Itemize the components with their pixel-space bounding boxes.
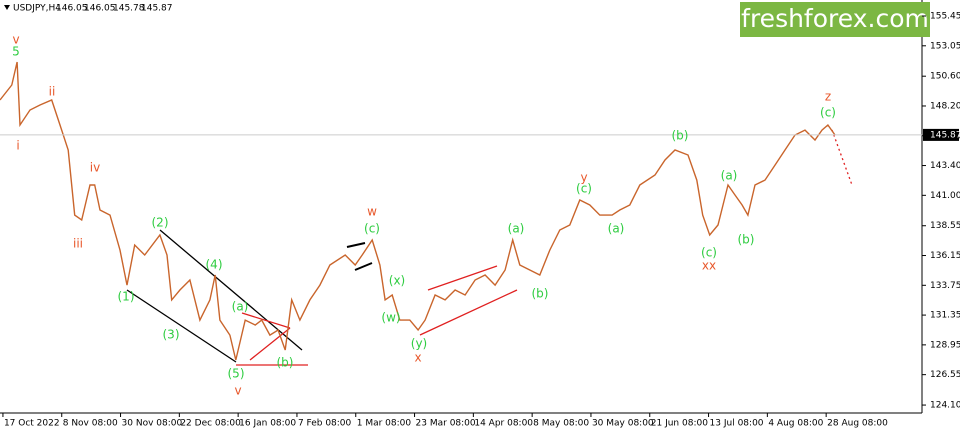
y-tick-label: 126.55: [930, 370, 960, 380]
current-price-box: [923, 128, 959, 141]
wave-label: (b): [672, 129, 689, 143]
y-tick-label: 131.35: [930, 311, 960, 321]
ohlc-value: 146.05: [56, 4, 88, 14]
wave-label: (c): [576, 182, 592, 196]
wave-label: (c): [701, 246, 717, 260]
y-tick-label: 138.55: [930, 221, 960, 231]
current-price-label: 145.87: [930, 130, 960, 140]
channel-line: [427, 265, 498, 291]
wave-label: (c): [364, 222, 380, 236]
y-tick-label: 155.45: [930, 12, 960, 22]
x-tick-label: 30 May 08:00: [592, 419, 654, 429]
x-tick-label: 14 Apr 08:00: [474, 419, 533, 429]
y-tick-label: 136.15: [930, 251, 960, 261]
wave-label: (a): [721, 169, 738, 183]
ohlc-value: 146.05: [84, 4, 116, 14]
x-tick-label: 13 Jul 08:00: [710, 419, 764, 429]
logo: freshforex.com: [741, 4, 929, 33]
x-tick-label: 4 Aug 08:00: [768, 419, 823, 429]
y-tick-label: 141.00: [930, 191, 960, 201]
wave-label: i: [16, 139, 19, 153]
y-tick-label: 153.05: [930, 41, 960, 51]
flag-line: [346, 242, 366, 248]
ohlc-value: 145.87: [141, 4, 173, 14]
wave-label: iii: [73, 237, 83, 251]
wave-label: (3): [163, 328, 180, 342]
wave-label: (y): [411, 337, 427, 351]
wave-label: (x): [389, 274, 405, 288]
x-tick-label: 16 Jan 08:00: [239, 419, 296, 429]
x-tick-label: 30 Nov 08:00: [122, 419, 183, 429]
x-tick-label: 22 Dec 08:00: [180, 419, 241, 429]
x-tick-label: 21 Jun 08:00: [651, 419, 708, 429]
wave-label: (2): [152, 216, 169, 230]
triangle-line: [249, 327, 291, 361]
logo-box: [740, 2, 930, 37]
header-icon: [4, 5, 10, 10]
wave-label: y: [580, 171, 587, 185]
wave-label: 5: [12, 45, 20, 59]
wave-label: w: [367, 205, 377, 219]
y-tick-label: 133.75: [930, 281, 960, 291]
wave-label: iv: [90, 161, 100, 175]
wave-label: (w): [381, 311, 400, 325]
wave-label: (c): [820, 106, 836, 120]
x-tick-label: 8 May 08:00: [533, 419, 589, 429]
price-line: [0, 61, 836, 361]
y-tick-label: 148.20: [930, 101, 960, 111]
y-tick-label: 150.60: [930, 72, 960, 82]
y-tick-label: 128.95: [930, 340, 960, 350]
wave-label: v: [234, 384, 241, 398]
wave-label: (b): [532, 287, 549, 301]
x-tick-label: 8 Nov 08:00: [63, 419, 118, 429]
x-tick-label: 28 Aug 08:00: [827, 419, 888, 429]
wave-label: x: [414, 351, 421, 365]
flag-line: [354, 262, 373, 271]
header: USDJPY,H4 146.05 146.05 145.78 145.87: [4, 4, 173, 14]
wave-label: xx: [702, 259, 716, 273]
x-tick-label: 17 Oct 2022: [4, 419, 60, 429]
y-tick-label: 143.40: [930, 161, 960, 171]
wave-label: v: [12, 33, 19, 47]
x-tick-label: 23 Mar 08:00: [416, 419, 476, 429]
triangle-line: [241, 312, 291, 329]
wave-label: (a): [608, 222, 625, 236]
wave-label: (4): [206, 258, 223, 272]
wave-label: (a): [508, 222, 525, 236]
y-tick-label: 124.10: [930, 401, 960, 411]
wave-label: (a): [232, 300, 249, 314]
channel-line: [126, 289, 237, 363]
wave-label: (1): [118, 290, 135, 304]
wave-label: (5): [228, 367, 245, 381]
channel-line: [419, 289, 518, 336]
wave-label: (b): [277, 356, 294, 370]
x-tick-label: 7 Feb 08:00: [298, 419, 352, 429]
ohlc-value: 145.78: [113, 4, 145, 14]
x-tick-label: 1 Mar 08:00: [357, 419, 412, 429]
wave-label: (b): [738, 233, 755, 247]
wave-label: ii: [49, 85, 56, 99]
symbol: USDJPY,H4: [13, 4, 61, 14]
wave-label: z: [825, 90, 831, 104]
